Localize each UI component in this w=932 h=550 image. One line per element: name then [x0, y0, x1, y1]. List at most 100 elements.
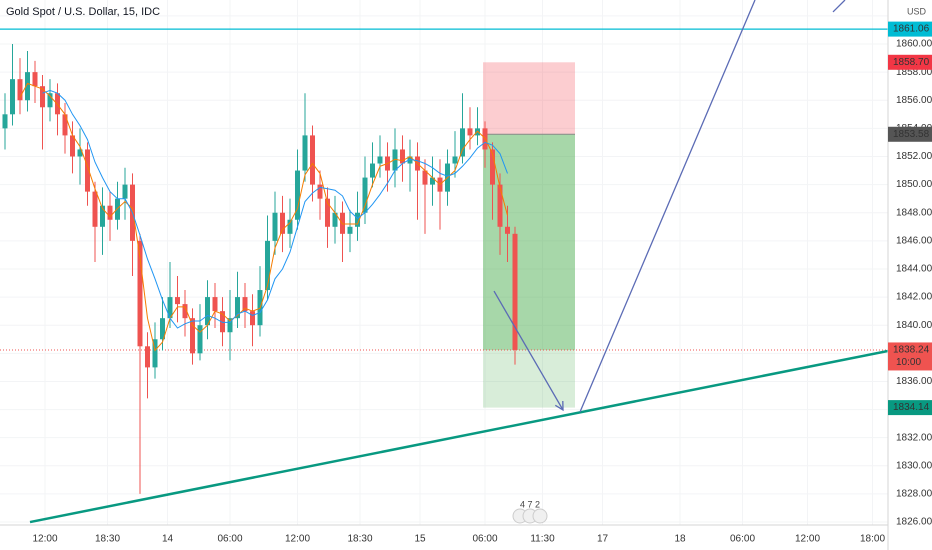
price-tag-label: 1858.70	[893, 57, 930, 68]
target-zone-filled	[483, 134, 575, 350]
candle-body	[107, 205, 113, 220]
price-tag	[888, 54, 932, 70]
y-tick-label: 1846.00	[896, 235, 932, 246]
candle-body	[25, 72, 30, 101]
y-tick-label: 1858.00	[896, 67, 932, 78]
candle-body	[490, 149, 495, 185]
y-tick-label: 1830.00	[896, 460, 932, 471]
price-tag-label: 1861.06	[893, 24, 930, 35]
price-tag-label: 1838.24	[893, 345, 930, 356]
candle-body	[512, 233, 518, 350]
candle-body	[377, 156, 383, 164]
x-tick-label: 18:30	[95, 534, 120, 545]
candle-body	[460, 128, 465, 157]
candle-body	[505, 226, 510, 234]
candle-body	[325, 198, 330, 227]
candle-body	[400, 149, 405, 164]
price-countdown: 10:00	[896, 357, 921, 368]
candle-body	[310, 135, 315, 185]
price-tag-label: 1834.14	[893, 402, 930, 413]
x-tick-label: 15	[414, 534, 426, 545]
drawn-line	[832, 0, 846, 13]
candle-body	[272, 212, 278, 241]
candle-body	[347, 226, 353, 234]
arrow-head	[554, 400, 564, 412]
badge-icon	[532, 508, 548, 524]
price-tag	[888, 342, 932, 371]
x-tick-label: 12:00	[795, 534, 820, 545]
moving-average	[42, 89, 508, 329]
candle-body	[212, 297, 218, 312]
event-badge: 4 7 2	[512, 499, 548, 524]
price-tag	[888, 400, 932, 416]
y-tick-label: 1852.00	[896, 151, 932, 162]
candle-body	[47, 93, 53, 108]
candle-body	[182, 304, 188, 319]
candle-body	[137, 240, 143, 347]
candle-body	[355, 212, 360, 227]
candle-body	[10, 79, 15, 115]
candle-body	[497, 184, 503, 227]
y-tick-label: 1828.00	[896, 489, 932, 500]
candle-body	[220, 311, 225, 333]
y-tick-label: 1848.00	[896, 207, 932, 218]
x-tick-label: 11:30	[530, 534, 555, 545]
y-tick-label: 1836.00	[896, 376, 932, 387]
plot-area	[0, 0, 888, 525]
candle-body	[250, 311, 255, 326]
candle-body	[370, 163, 375, 178]
candle-body	[422, 170, 428, 185]
x-tick-label: 06:00	[217, 534, 242, 545]
moving-average	[19, 82, 508, 352]
candle-body	[227, 318, 233, 333]
candle-body	[100, 205, 105, 227]
candle-body	[62, 114, 68, 136]
candle-body	[40, 86, 45, 108]
candle-body	[452, 156, 458, 164]
candle-body	[302, 135, 308, 171]
candle-body	[265, 240, 270, 291]
candle-body	[160, 318, 165, 340]
price-tag-label: 1853.58	[893, 129, 930, 140]
candle-body	[2, 114, 8, 129]
candle-body	[235, 297, 240, 319]
chart-title: Gold Spot / U.S. Dollar, 15, IDC	[6, 6, 160, 18]
candle-body	[122, 184, 128, 199]
x-tick-label: 17	[597, 534, 609, 545]
y-tick-label: 1860.00	[896, 39, 932, 50]
x-tick-label: 18	[674, 534, 686, 545]
x-tick-label: 18:00	[860, 534, 885, 545]
arrow	[493, 290, 564, 411]
candle-body	[430, 177, 435, 185]
candle-body	[407, 156, 413, 164]
candle-body	[362, 177, 368, 213]
candle-body	[145, 346, 150, 368]
x-tick-label: 14	[162, 534, 174, 545]
candle-body	[152, 339, 158, 368]
candle-body	[467, 128, 473, 136]
y-tick-label: 1850.00	[896, 179, 932, 190]
y-tick-label: 1856.00	[896, 95, 932, 106]
x-tick-label: 06:00	[472, 534, 497, 545]
candle-body	[317, 184, 323, 199]
x-tick-label: 12:00	[32, 534, 57, 545]
y-tick-label: 1832.00	[896, 432, 932, 443]
candle-body	[85, 149, 90, 192]
candle-body	[205, 297, 210, 326]
candle-body	[32, 72, 38, 87]
stop-zone	[483, 62, 575, 135]
candle-body	[392, 149, 398, 171]
y-tick-label: 1842.00	[896, 292, 932, 303]
drawn-line	[579, 0, 756, 413]
candle-body	[175, 297, 180, 305]
y-tick-label: 1844.00	[896, 264, 932, 275]
price-tag	[888, 21, 932, 37]
trendline	[29, 349, 888, 524]
x-tick-label: 12:00	[285, 534, 310, 545]
candle-body	[280, 212, 285, 234]
candle-body	[77, 149, 83, 157]
candle-body	[92, 191, 98, 227]
axes	[0, 0, 889, 550]
